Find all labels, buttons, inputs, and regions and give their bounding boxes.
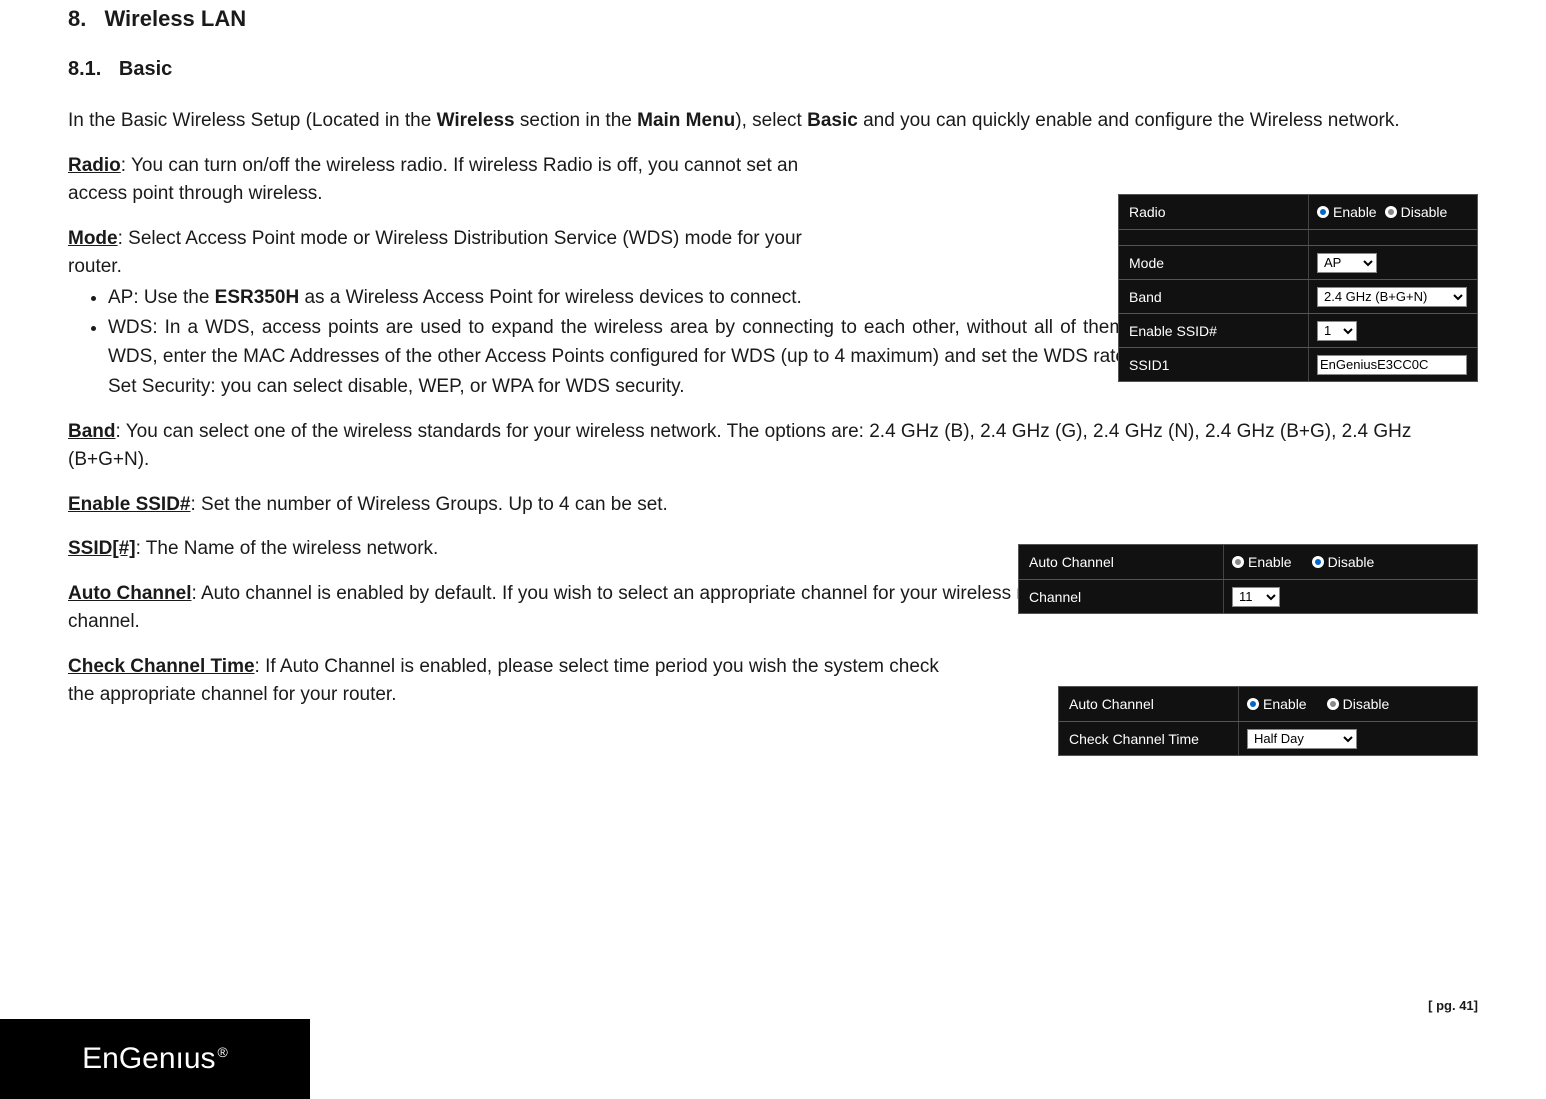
autoch2-disable[interactable]: Disable [1327,696,1390,712]
subsection-heading: 8.1. Basic [68,58,1478,81]
intro-paragraph: In the Basic Wireless Setup (Located in … [68,107,1468,136]
label-band: Band [68,421,116,442]
panel-row-enable-ssid: Enable SSID# 1 [1119,313,1477,347]
panel2-label-channel: Channel [1019,580,1224,613]
enable-ssid-paragraph: Enable SSID#: Set the number of Wireless… [68,491,938,520]
ssid-paragraph: SSID[#]: The Name of the wireless networ… [68,535,938,564]
panel-label-ssid1: SSID1 [1119,348,1309,381]
registered-icon: ® [218,1044,228,1060]
panel-row-ssid1: SSID1 [1119,347,1477,381]
radio-icon [1247,698,1259,710]
panel3-row-checkch: Check Channel Time Half Day [1059,721,1477,755]
page: 8. Wireless LAN 8.1. Basic In the Basic … [0,6,1546,1099]
panel2-label-autoch: Auto Channel [1019,545,1224,579]
panel-label-mode: Mode [1119,246,1309,279]
bold-main-menu: Main Menu [637,110,735,131]
panel-row-band: Band 2.4 GHz (B+G+N) [1119,279,1477,313]
radio-icon [1312,556,1324,568]
panel-row-mode: Mode AP [1119,245,1477,279]
mode-paragraph: Mode: Select Access Point mode or Wirele… [68,225,858,282]
check-channel-select[interactable]: Half Day [1247,729,1357,749]
subsection-number: 8.1. [68,58,101,81]
radio-disable[interactable]: Disable [1385,204,1448,220]
footer-black-bar: EnGenıus® [0,1019,310,1099]
enable-ssid-select[interactable]: 1 [1317,321,1357,341]
band-select[interactable]: 2.4 GHz (B+G+N) [1317,287,1467,307]
page-number: [ pg. 41] [1428,998,1478,1013]
panel-auto-channel-disabled: Auto Channel Enable Disable Channel 11 [1018,544,1478,614]
panel3-label-autoch: Auto Channel [1059,687,1239,721]
ssid1-input[interactable] [1317,355,1467,375]
radio-icon [1317,206,1329,218]
radio-icon [1385,206,1397,218]
footer: EnGenıus® [0,1019,1546,1099]
label-radio: Radio [68,155,121,176]
panel-auto-channel-enabled: Auto Channel Enable Disable Check Channe… [1058,686,1478,756]
mode-select[interactable]: AP [1317,253,1377,273]
brand-logo: EnGenıus® [82,1042,228,1076]
subsection-title: Basic [119,58,172,80]
bullet-ap: AP: Use the ESR350H as a Wireless Access… [108,284,848,313]
channel-select[interactable]: 11 [1232,587,1280,607]
panel-label-radio: Radio [1119,195,1309,229]
label-mode: Mode [68,228,118,249]
autoch-disable[interactable]: Disable [1312,554,1375,570]
radio-icon [1232,556,1244,568]
section-number: 8. [68,6,86,32]
bold-wireless: Wireless [437,110,515,131]
radio-icon [1327,698,1339,710]
label-auto-channel: Auto Channel [68,583,192,604]
autoch2-enable[interactable]: Enable [1247,696,1307,712]
section-title: Wireless LAN [104,6,246,31]
autoch-enable[interactable]: Enable [1232,554,1292,570]
panel-basic-settings: Radio Enable Disable Mode AP Band 2.4 GH… [1118,194,1478,382]
bold-model: ESR350H [215,287,300,308]
check-channel-paragraph: Check Channel Time: If Auto Channel is e… [68,653,968,710]
section-heading: 8. Wireless LAN [68,6,1478,32]
panel-label-enable-ssid: Enable SSID# [1119,314,1309,347]
label-check-channel: Check Channel Time [68,656,255,677]
panel-label-band: Band [1119,280,1309,313]
label-enable-ssid: Enable SSID# [68,494,191,515]
band-paragraph: Band: You can select one of the wireless… [68,418,1468,475]
panel2-row-channel: Channel 11 [1019,579,1477,613]
panel2-row-autoch: Auto Channel Enable Disable [1019,545,1477,579]
label-ssid: SSID[#] [68,538,136,559]
bold-basic: Basic [807,110,858,131]
radio-enable[interactable]: Enable [1317,204,1377,220]
radio-paragraph: Radio: You can turn on/off the wireless … [68,152,858,209]
panel3-row-autoch: Auto Channel Enable Disable [1059,687,1477,721]
panel3-label-checkch: Check Channel Time [1059,722,1239,755]
panel-row-radio: Radio Enable Disable [1119,195,1477,229]
